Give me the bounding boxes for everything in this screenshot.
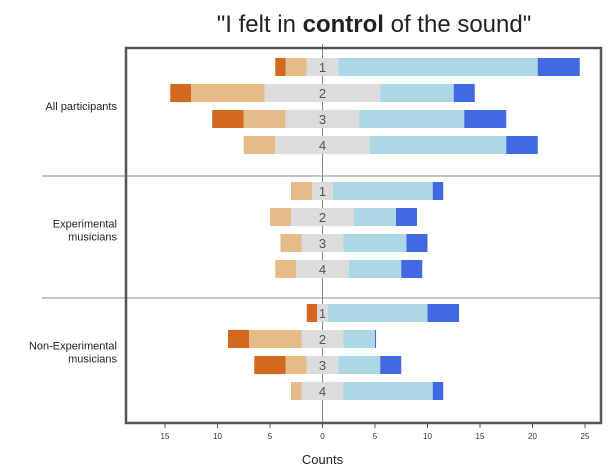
x-tick-label: 5 (373, 432, 378, 441)
x-tick-label: 0 (320, 432, 325, 441)
bar-row: 4 (243, 136, 538, 154)
x-tick-label: 25 (581, 432, 590, 441)
bar-segment-agree (327, 304, 428, 322)
title-part-1: control (303, 11, 384, 38)
bar-segment-strongly-agree (396, 208, 417, 226)
bar-segment-strongly-agree (537, 58, 580, 76)
bar-segment-agree (359, 110, 465, 128)
row-label: 4 (319, 262, 326, 277)
x-tick-label: 15 (476, 432, 485, 441)
bar-segment-agree (380, 84, 454, 102)
bar-segment-strongly-agree (453, 84, 475, 102)
bar-segment-strongly-disagree (306, 304, 318, 322)
bar-segment-agree (343, 382, 433, 400)
bar-segment-neutral (301, 382, 344, 400)
bar-segment-disagree (291, 182, 312, 200)
bar-row: 3 (280, 234, 428, 252)
bar-segment-agree (343, 330, 375, 348)
bar-segment-strongly-agree (464, 110, 507, 128)
bar-row: 4 (275, 260, 423, 278)
bar-segment-strongly-agree (401, 260, 423, 278)
x-axis-title: Counts (302, 452, 344, 467)
bar-segment-neutral (312, 182, 333, 200)
bar-segment-strongly-disagree (212, 110, 244, 128)
bar-segment-strongly-agree (432, 182, 444, 200)
bar-segment-agree (338, 356, 381, 374)
bar-segment-disagree (291, 382, 302, 400)
bar-segment-neutral (264, 84, 381, 102)
row-label: 4 (319, 384, 326, 399)
bar-segment-disagree (285, 356, 307, 374)
bar-segment-strongly-agree (427, 304, 459, 322)
bar-segment-strongly-disagree (275, 58, 286, 76)
bar-row: 3 (254, 356, 402, 374)
bar-segment-disagree (243, 110, 286, 128)
bar-segment-disagree (191, 84, 265, 102)
x-axis: 15 10 5 0 5 10 15 20 25 (161, 423, 590, 441)
bar-segment-strongly-disagree (228, 330, 249, 348)
bar-segment-disagree (243, 136, 276, 154)
x-tick-label: 20 (528, 432, 537, 441)
row-label: 3 (319, 236, 326, 251)
x-tick-label: 5 (268, 432, 273, 441)
bar-segment-disagree (285, 58, 307, 76)
bar-segment-neutral (296, 260, 349, 278)
bar-segment-neutral (306, 356, 339, 374)
title-part-0: "I felt in (217, 11, 303, 38)
bar-segment-disagree (275, 260, 297, 278)
row-label: 2 (319, 86, 326, 101)
group-label: Non-Experimental musicians (29, 341, 118, 366)
bar-segment-agree (338, 58, 538, 76)
bar-segment-neutral (306, 58, 339, 76)
bar-segment-agree (369, 136, 507, 154)
x-tick-label: 15 (161, 432, 170, 441)
bar-segment-strongly-disagree (170, 84, 192, 102)
bar-row: 3 (212, 110, 507, 128)
row-label: 2 (319, 210, 326, 225)
group-label: All participants (45, 101, 117, 113)
bar-segment-neutral (291, 208, 354, 226)
bar-segment-strongly-disagree (254, 356, 286, 374)
row-label: 4 (319, 138, 326, 153)
plot-frame (124, 46, 603, 425)
bar-segment-agree (333, 182, 433, 200)
chart-title: "I felt in control of the sound" (217, 11, 532, 38)
bar-segment-disagree (270, 208, 291, 226)
bar-segment-strongly-agree (432, 382, 444, 400)
row-label: 2 (319, 332, 326, 347)
bar-segment-neutral (285, 110, 360, 128)
bar-segment-strongly-agree (375, 330, 377, 348)
bar-segment-strongly-agree (406, 234, 428, 252)
row-label: 1 (319, 306, 326, 321)
bar-segment-neutral (317, 304, 328, 322)
bar-row: 1 (291, 182, 444, 200)
row-label: 3 (319, 358, 326, 373)
bar-segment-agree (354, 208, 396, 226)
bar-row: 2 (228, 330, 377, 348)
x-tick-label: 10 (423, 432, 432, 441)
bar-row: 2 (270, 208, 417, 226)
x-tick-label: 10 (213, 432, 222, 441)
row-label: 1 (319, 184, 326, 199)
bar-segment-disagree (280, 234, 302, 252)
group-label: Experimental musicians (53, 219, 118, 244)
bar-row: 2 (170, 84, 475, 102)
bar-segment-strongly-agree (380, 356, 402, 374)
bar-row: 4 (291, 382, 444, 400)
bar-segment-neutral (301, 234, 344, 252)
plot-area: All participants 1 2 3 4 Experimental musician… (29, 44, 603, 425)
bar-segment-agree (343, 234, 407, 252)
row-label: 3 (319, 112, 326, 127)
bar-row: 1 (306, 304, 459, 322)
bar-row: 1 (275, 58, 580, 76)
bar-segment-neutral (275, 136, 370, 154)
bar-segment-disagree (249, 330, 302, 348)
row-label: 1 (319, 60, 326, 75)
bar-segment-neutral (301, 330, 344, 348)
bar-segment-agree (348, 260, 402, 278)
bar-segment-strongly-agree (506, 136, 538, 154)
title-part-2: of the sound" (384, 11, 531, 38)
